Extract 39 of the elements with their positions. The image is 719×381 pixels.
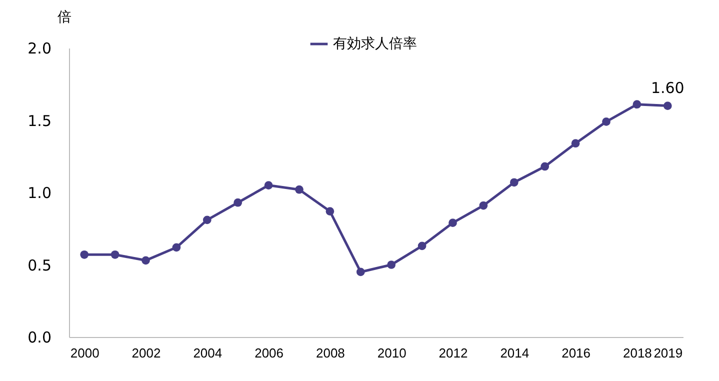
point <box>234 198 242 207</box>
x-tick-label: 2019 <box>654 346 683 360</box>
x-tick-label: 2010 <box>377 346 406 360</box>
data-label: 1.60 <box>650 78 684 97</box>
x-tick-label: 2000 <box>70 346 100 360</box>
x-tick-label: 2004 <box>193 346 222 360</box>
point <box>602 118 610 126</box>
y-tick-label: 1.0 <box>28 184 52 202</box>
x-tick-label: 2016 <box>562 346 591 360</box>
point <box>295 185 304 194</box>
point <box>510 178 518 187</box>
y-tick-label: 0.0 <box>28 328 52 346</box>
point <box>326 207 334 216</box>
point <box>571 139 580 148</box>
x-tick-label: 2018 <box>622 346 652 360</box>
x-tick-label: 2006 <box>254 346 284 360</box>
point <box>540 162 550 171</box>
x-tick-label: 2008 <box>316 346 345 360</box>
point <box>110 250 120 259</box>
point <box>479 201 488 210</box>
x-tick-label: 2014 <box>500 346 530 360</box>
point <box>387 260 396 269</box>
point <box>632 100 642 109</box>
point <box>142 256 150 265</box>
y-axis-title: 倍 <box>58 10 72 26</box>
y-tick-label: 0.5 <box>28 256 52 274</box>
y-tick-label: 2.0 <box>28 40 52 58</box>
point <box>264 181 273 190</box>
point <box>418 242 426 250</box>
y-tick-label: 1.5 <box>28 112 52 130</box>
point <box>80 250 89 259</box>
point <box>356 268 365 276</box>
x-tick-label: 2002 <box>132 346 161 360</box>
point <box>172 243 181 252</box>
point <box>448 218 457 228</box>
point <box>202 216 212 224</box>
point <box>663 102 672 110</box>
x-tick-label: 2012 <box>438 346 468 360</box>
legend-label: 有効求人倍率 <box>333 36 417 52</box>
